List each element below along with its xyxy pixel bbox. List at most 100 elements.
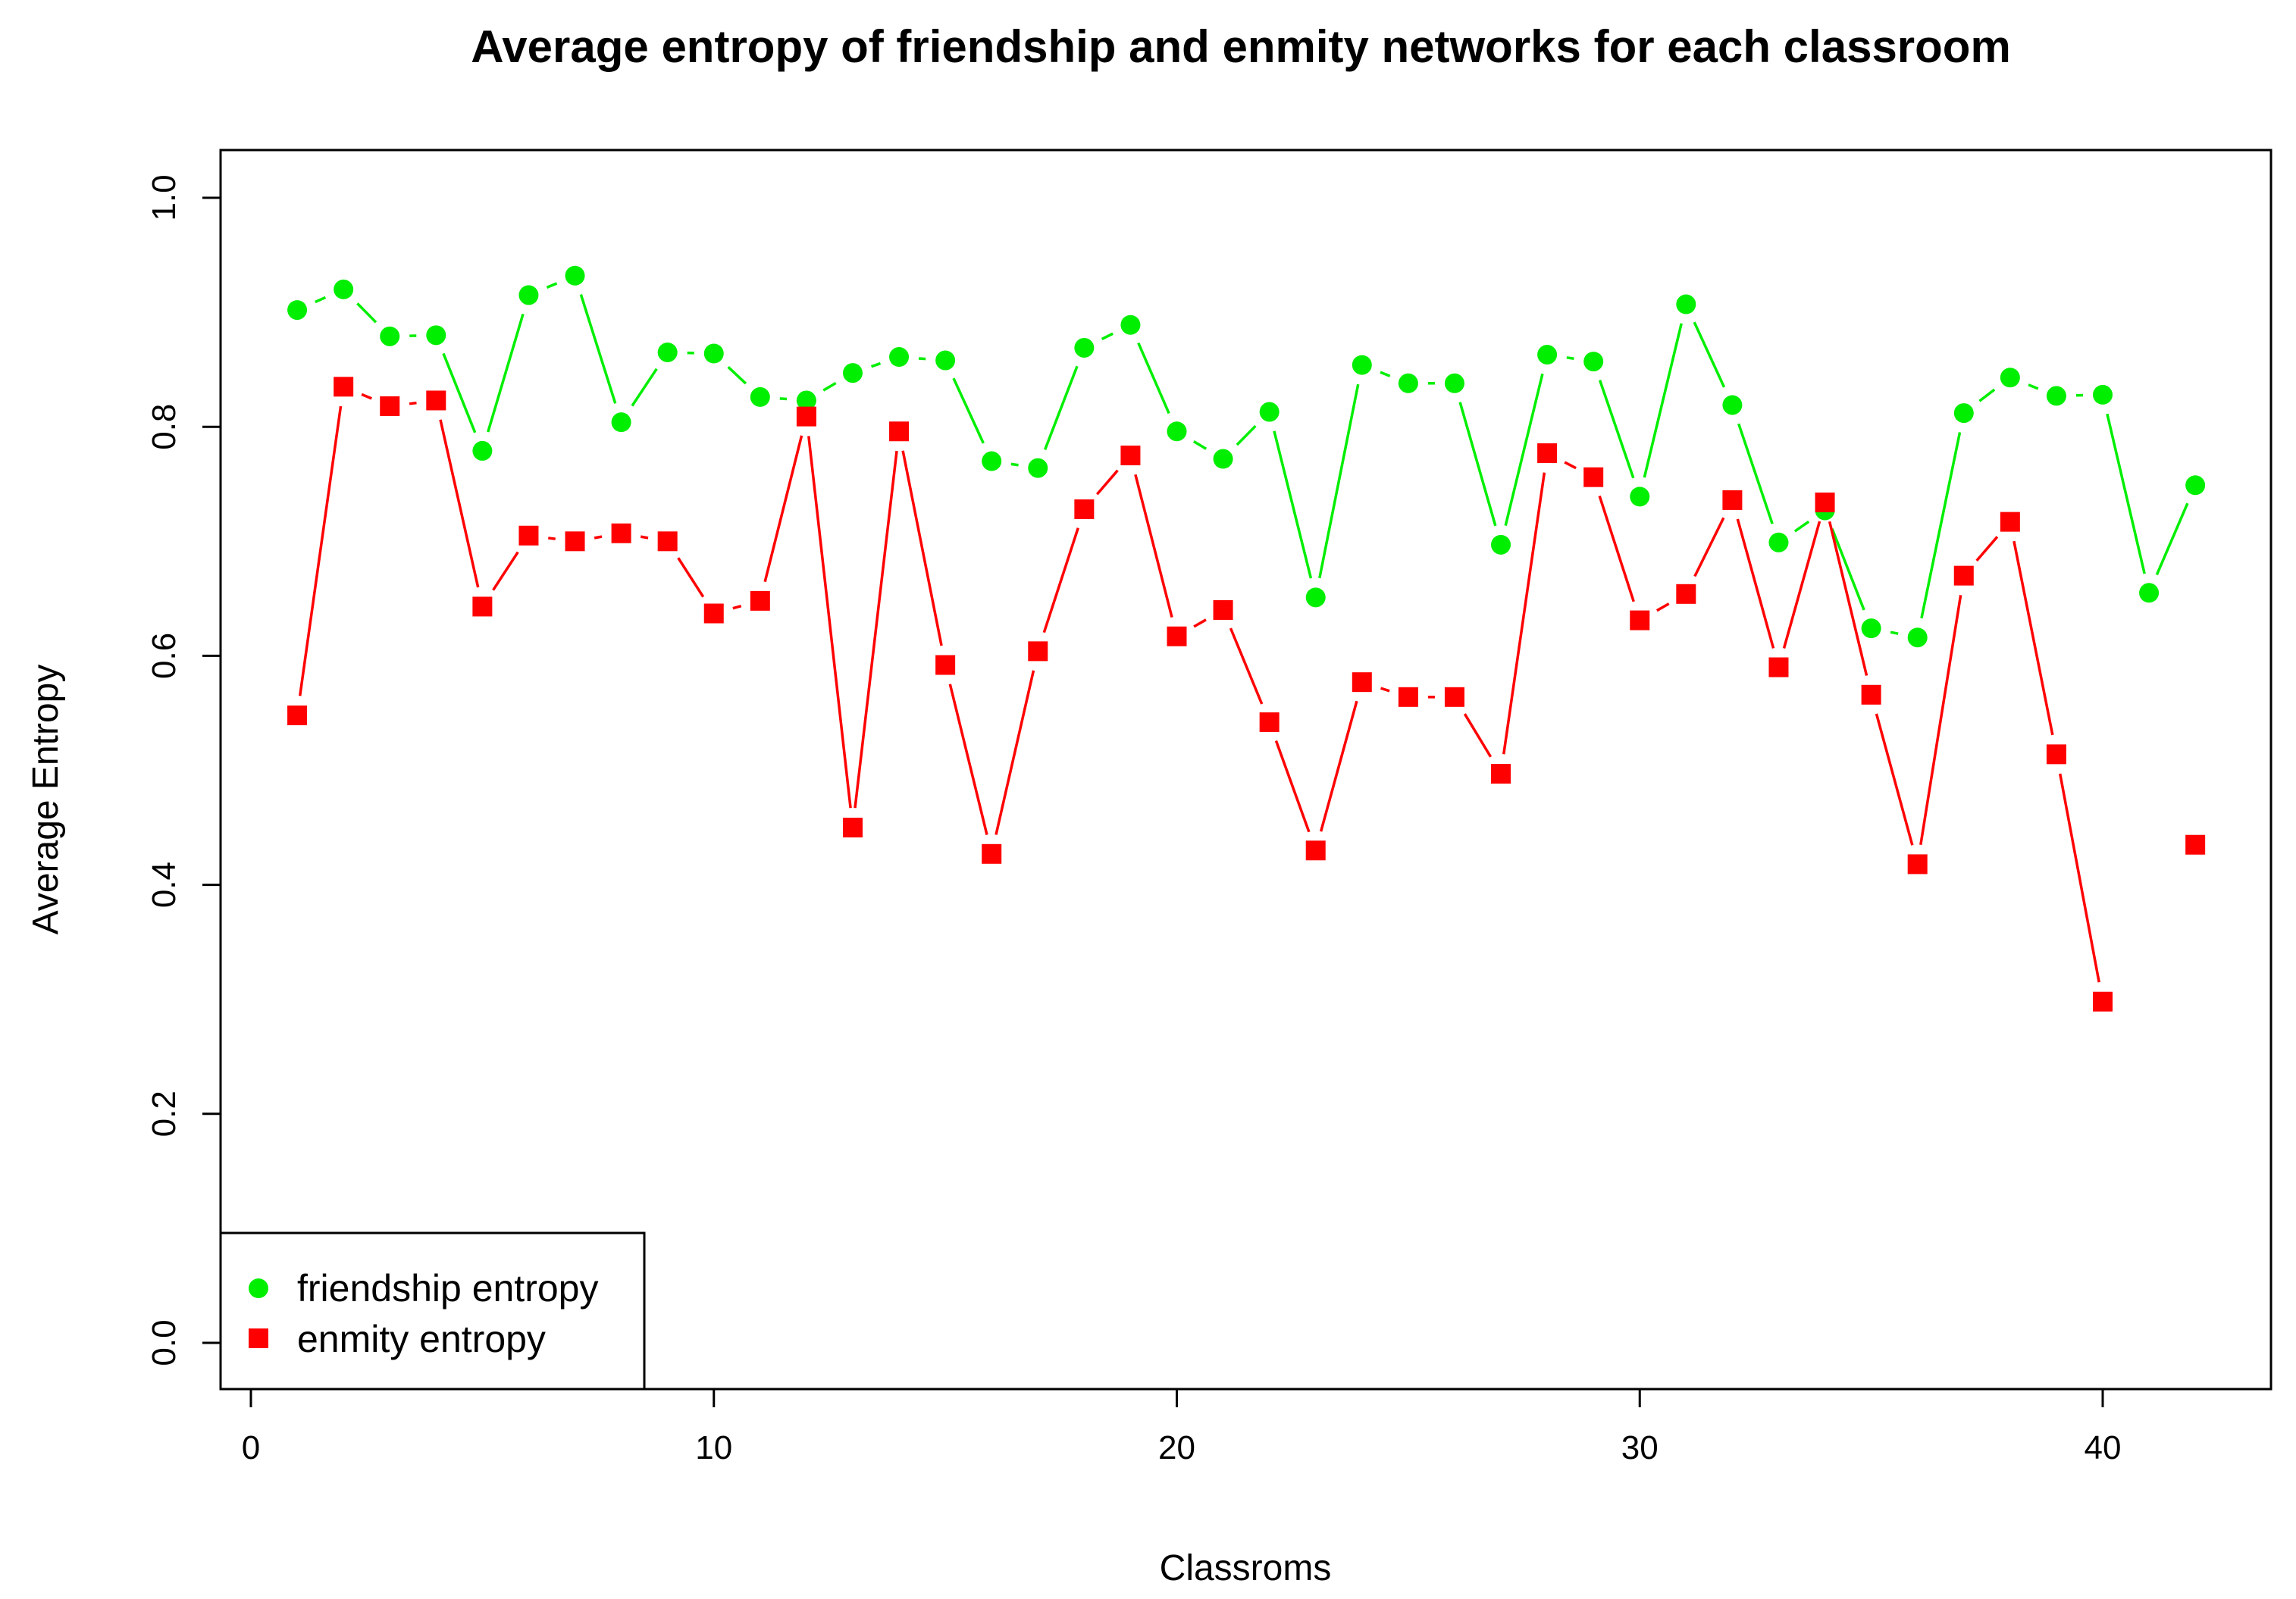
data-point xyxy=(1768,532,1789,552)
series-segment xyxy=(763,435,803,583)
series-segment xyxy=(1693,517,1725,577)
series-segment xyxy=(901,450,943,646)
y-tick-label: 0.8 xyxy=(146,404,183,450)
data-point xyxy=(935,350,956,371)
series-segment xyxy=(2155,502,2189,576)
series-segment xyxy=(1134,474,1173,618)
data-point xyxy=(1491,534,1511,555)
series-segment xyxy=(631,368,658,407)
data-point xyxy=(1074,499,1095,519)
series-segment xyxy=(948,684,988,835)
data-point xyxy=(1583,352,1604,372)
data-point xyxy=(1259,402,1280,422)
series-segment xyxy=(492,551,519,591)
series-segment xyxy=(1380,371,1391,377)
data-point xyxy=(2000,368,2020,388)
data-point xyxy=(287,705,308,725)
series-segment xyxy=(1655,602,1670,612)
data-point xyxy=(472,596,493,617)
series-segment xyxy=(1793,520,1810,533)
data-point xyxy=(1305,587,1326,608)
data-point xyxy=(611,523,631,543)
data-point xyxy=(842,363,863,383)
data-point xyxy=(1815,492,1835,512)
series-segment xyxy=(1978,388,1996,402)
series-segment xyxy=(870,361,882,368)
series-segment xyxy=(1318,383,1360,579)
data-point xyxy=(1167,421,1187,442)
series-segment xyxy=(2013,540,2054,736)
series-segment xyxy=(1598,380,1635,479)
series-segment xyxy=(1598,495,1635,602)
series-segment xyxy=(594,535,603,540)
data-point xyxy=(935,655,956,675)
y-tick-label: 0.0 xyxy=(146,1319,183,1366)
series-segment xyxy=(1229,627,1264,705)
data-point xyxy=(565,531,585,552)
series-segment xyxy=(1875,713,1914,846)
data-point xyxy=(1722,490,1743,510)
data-point xyxy=(1352,672,1372,693)
data-point xyxy=(426,390,446,411)
series-segment xyxy=(640,535,649,540)
series-segment xyxy=(1831,528,1865,611)
data-point xyxy=(2185,834,2206,855)
data-point xyxy=(1120,445,1141,465)
series-layer xyxy=(287,265,2206,1012)
x-axis: 0 10 20 30 40 xyxy=(242,1388,2122,1466)
data-point xyxy=(611,412,631,433)
series-segment xyxy=(298,405,343,696)
data-point xyxy=(889,421,910,442)
data-point xyxy=(750,590,770,611)
series-segment xyxy=(439,419,480,588)
data-point xyxy=(1676,584,1696,604)
data-point xyxy=(334,279,354,299)
plot-frame xyxy=(219,149,2273,1391)
series-segment xyxy=(579,294,617,404)
series-friendship xyxy=(287,265,2206,648)
series-segment xyxy=(1458,402,1497,527)
x-tick-label: 10 xyxy=(695,1429,732,1466)
series-segment xyxy=(1043,365,1079,450)
y-tick-label: 0.4 xyxy=(146,862,183,908)
series-segment xyxy=(1137,342,1170,415)
data-point xyxy=(334,377,354,397)
data-point xyxy=(796,390,816,411)
data-point xyxy=(1444,373,1464,393)
data-point xyxy=(518,525,539,546)
series-segment xyxy=(2028,383,2039,390)
y-tick-label: 0.6 xyxy=(146,633,183,679)
data-point xyxy=(1491,764,1511,784)
series-segment xyxy=(1975,536,1999,562)
series-segment xyxy=(1192,440,1208,450)
series-segment xyxy=(1828,521,1868,676)
x-tick-label: 40 xyxy=(2085,1429,2122,1466)
data-point xyxy=(2139,583,2160,603)
series-segment xyxy=(1502,472,1546,755)
series-segment xyxy=(1919,595,1962,846)
series-segment xyxy=(1273,430,1313,579)
data-point xyxy=(1630,487,1650,507)
data-point xyxy=(1028,458,1048,478)
data-point xyxy=(2093,384,2113,405)
data-point xyxy=(1213,599,1233,620)
series-segment xyxy=(1643,323,1683,478)
y-tick-label: 1.0 xyxy=(146,174,183,221)
data-point xyxy=(750,386,770,407)
y-tick-label: 0.2 xyxy=(146,1091,183,1137)
legend-box xyxy=(219,1231,646,1391)
chart-title: Average entropy of friendship and enmity… xyxy=(471,21,2011,72)
data-point xyxy=(1953,403,1974,424)
data-point xyxy=(472,440,493,461)
data-point xyxy=(889,347,910,368)
data-point xyxy=(426,325,446,346)
data-point xyxy=(657,531,678,552)
data-point xyxy=(2185,475,2206,496)
data-point xyxy=(1583,467,1604,487)
data-point xyxy=(1537,345,1558,365)
data-point xyxy=(2093,991,2113,1012)
series-segment xyxy=(1380,687,1390,693)
series-segment xyxy=(546,282,558,289)
series-segment xyxy=(1042,527,1079,634)
